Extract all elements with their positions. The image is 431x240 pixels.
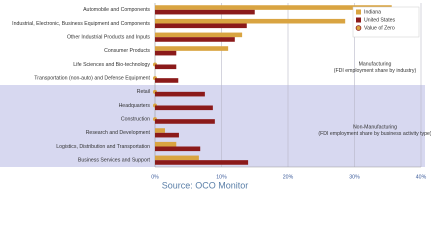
y-tick-label: Business Services and Support [78, 158, 151, 164]
bar [155, 91, 205, 97]
section-sublabel: (FDI employment share by business activi… [318, 131, 431, 137]
bar [155, 18, 346, 24]
bar [155, 155, 199, 161]
y-tick-label: Construction [121, 117, 150, 123]
section-label: Manufacturing [359, 61, 392, 67]
bar [155, 128, 165, 133]
y-tick-label: Transportation (non-auto) and Defense Eq… [34, 76, 150, 82]
section-sublabel: (FDI employment share by industry) [334, 68, 417, 74]
bar [155, 119, 215, 124]
y-tick-label: Retail [137, 89, 150, 95]
y-tick-label: Industrial, Electronic, Business Equipme… [12, 21, 150, 27]
y-tick-label: Automobile and Components [83, 7, 150, 13]
legend-label: Value of Zero [364, 25, 395, 31]
bar [155, 5, 392, 10]
bar [155, 105, 213, 111]
chart: Source: OCO Monitor 0% 10% 20% 30% 40% Manufa… [0, 3, 431, 190]
x-tick-label: 40% [416, 174, 427, 180]
bar [155, 78, 179, 83]
legend-zero-marker [355, 25, 362, 31]
bar [155, 50, 177, 56]
y-tick-label: Consumer Products [104, 48, 150, 54]
bar [155, 32, 243, 38]
y-tick-label: Headquarters [119, 103, 151, 109]
bar [155, 160, 249, 165]
source: Source: OCO Monitor [162, 180, 249, 190]
bar [155, 46, 229, 51]
legend-swatch [356, 17, 361, 23]
bar [155, 23, 247, 29]
bar [155, 141, 177, 147]
x-tick-label: 30% [349, 174, 360, 180]
y-tick-label: Research and Development [86, 130, 151, 136]
x-tick-label: 10% [216, 174, 227, 180]
x-tick-label: 0% [151, 174, 159, 180]
legend-swatch [356, 9, 361, 15]
y-tick-label: Other Industrial Products and Inputs [67, 35, 150, 41]
bar [155, 64, 177, 70]
bar [155, 146, 201, 152]
bar [155, 132, 179, 138]
bar [155, 37, 235, 42]
y-tick-label: Life Sciences and Bio-technology [73, 62, 150, 68]
legend-label: Indiana [364, 9, 381, 15]
section-label: Non-Manufacturing [353, 124, 397, 130]
y-tick-label: Logistics, Distribution and Transportati… [56, 144, 150, 150]
x-tick-label: 20% [283, 174, 294, 180]
legend-label: United States [364, 17, 396, 23]
bar [155, 9, 255, 15]
legend-box [352, 6, 420, 38]
section-background [0, 85, 425, 167]
